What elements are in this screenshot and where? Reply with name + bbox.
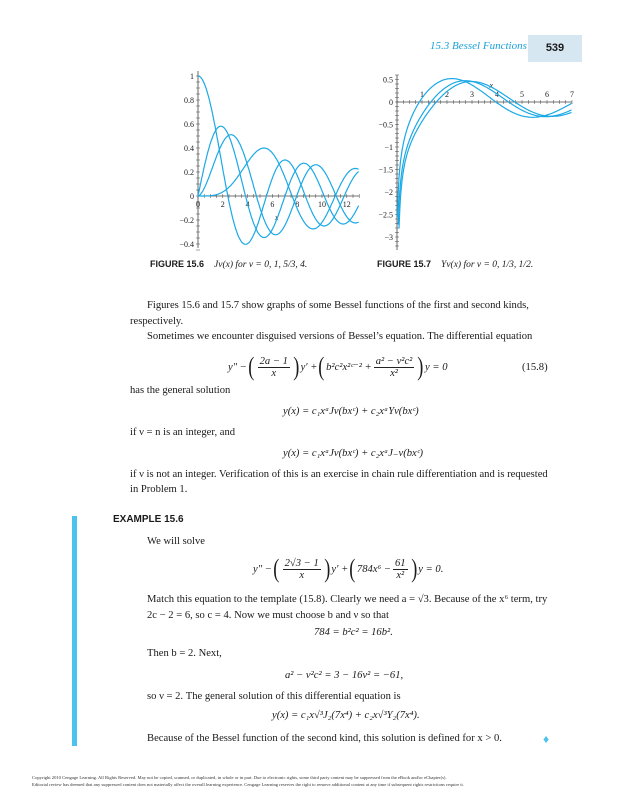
example-title: EXAMPLE 15.6 [113, 514, 184, 525]
equation: y(x) = c₁xᵃJν(bxᶜ) + c₂xᵃJ₋ν(bxᶜ) [283, 448, 424, 459]
bessel-y-curve [396, 78, 572, 218]
paragraph: Match this equation to the template (15.… [147, 594, 548, 605]
y-tick-label: 0.5 [383, 76, 393, 85]
x-axis-label: x [274, 213, 279, 222]
x-tick-label: 0 [196, 200, 200, 209]
y-tick-label: −0.5 [378, 121, 393, 130]
y-tick-label: −1 [384, 143, 393, 152]
page-number: 539 [528, 35, 582, 62]
equation: y(x) = c₁x√³J₂(7x⁴) + c₂x√³Y₂(7x⁴). [272, 710, 420, 721]
y-tick-label: −2.5 [378, 211, 393, 220]
y-tick-label: −0.4 [179, 240, 194, 249]
y-tick-label: 0 [389, 98, 393, 107]
bessel-y-curve [397, 80, 572, 225]
copyright-footer: Editorial review has deemed that any sup… [32, 782, 464, 787]
x-tick-label: 7 [570, 90, 574, 99]
bessel-j-curve [197, 125, 360, 239]
paragraph: respectively. [130, 316, 184, 327]
x-tick-label: 3 [470, 90, 474, 99]
end-of-example-diamond-icon: ♦ [543, 732, 550, 746]
figure-15-7-caption: FIGURE 15.7 Yν(x) for ν = 0, 1/3, 1/2. [377, 259, 534, 270]
paragraph: in Problem 1. [130, 484, 188, 495]
x-tick-label: 12 [343, 200, 351, 209]
x-tick-label: 1 [420, 90, 424, 99]
equation: y(x) = c₁xᵃJν(bxᶜ) + c₂xᵃYν(bxᶜ) [283, 406, 419, 417]
bessel-j-curve [197, 134, 359, 236]
x-tick-label: 8 [295, 200, 299, 209]
paragraph: We will solve [147, 536, 205, 547]
y-tick-label: 1 [190, 72, 194, 81]
bessel-j-curve [197, 75, 359, 245]
y-tick-label: −3 [384, 233, 393, 242]
figure-15-6-caption: FIGURE 15.6 Jν(x) for ν = 0, 1, 5/3, 4. [150, 259, 308, 270]
x-tick-label: 6 [270, 200, 274, 209]
y-tick-label: 0.4 [184, 144, 194, 153]
equation: 784 = b²c² = 16b². [314, 627, 393, 638]
x-tick-label: 6 [545, 90, 549, 99]
paragraph: has the general solution [130, 385, 231, 396]
example-margin-bar [72, 516, 77, 746]
y-tick-label: 0.8 [184, 96, 194, 105]
equation: a² − ν²c² = 3 − 16ν² = −61, [285, 670, 404, 681]
paragraph: so ν = 2. The general solution of this d… [147, 691, 401, 702]
paragraph: Figures 15.6 and 15.7 show graphs of som… [147, 300, 529, 311]
paragraph: if ν = n is an integer, and [130, 427, 236, 438]
y-tick-label: 0.2 [184, 168, 194, 177]
y-tick-label: 0.6 [184, 120, 194, 129]
paragraph: if ν is not an integer. Verification of … [130, 469, 548, 480]
paragraph: Because of the Bessel function of the se… [147, 733, 502, 744]
paragraph: Sometimes we encounter disguised version… [147, 331, 533, 342]
equation-number: (15.8) [522, 361, 548, 373]
x-tick-label: 10 [318, 200, 326, 209]
y-tick-label: 0 [190, 192, 194, 201]
figure-15-7-plot: 1 2 3 4 5 6 70.50−0.5−1−1.5−2−2.5−3x [378, 74, 574, 250]
y-tick-label: −1.5 [378, 166, 393, 175]
paragraph: Then b = 2. Next, [147, 648, 222, 659]
paragraph: 2c − 2 = 6, so c = 4. Now we must choose… [147, 610, 389, 621]
bessel-y-curve [398, 80, 572, 229]
y-tick-label: −2 [384, 188, 393, 197]
running-header: 15.3 Bessel Functions [430, 40, 527, 52]
x-tick-label: 5 [520, 90, 524, 99]
bessel-j-curve [198, 147, 359, 230]
copyright-footer: Copyright 2010 Cengage Learning. All Rig… [32, 775, 447, 780]
x-tick-label: 2 [445, 90, 449, 99]
x-axis-label: x [489, 81, 494, 90]
x-tick-label: 2 [221, 200, 225, 209]
y-tick-label: −0.2 [179, 216, 194, 225]
